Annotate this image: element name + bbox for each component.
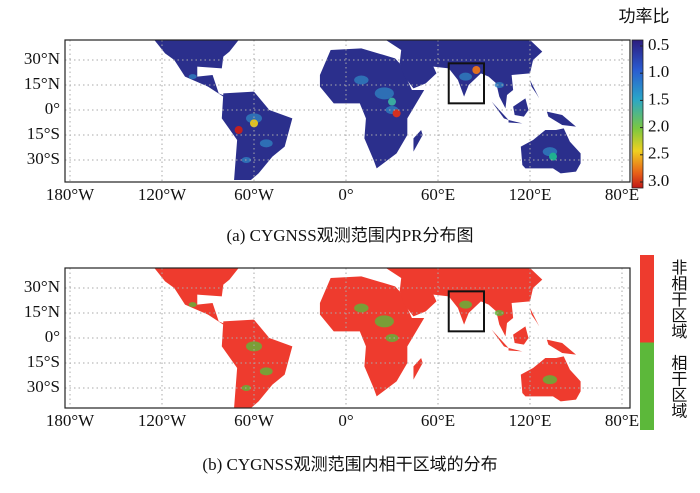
region-patch [385, 334, 399, 342]
landmass [530, 80, 540, 99]
landmass [491, 329, 509, 348]
region-patch [374, 87, 394, 100]
colorbar-title: 功率比 [619, 7, 670, 26]
y-tick-label: 0° [45, 99, 60, 118]
x-tick-label: 120°E [509, 185, 552, 204]
y-tick-label: 30°N [24, 49, 60, 68]
legend-swatch [640, 342, 654, 430]
landmass [508, 120, 523, 124]
region-patch [459, 72, 472, 81]
x-tick-label: 180°W [46, 185, 95, 204]
region-patch [259, 367, 273, 376]
y-tick-label: 30°S [27, 149, 60, 168]
landmass [221, 91, 293, 180]
y-tick-label: 0° [45, 327, 60, 346]
y-tick-label: 30°S [27, 377, 60, 396]
legend-label: 相干区域 [668, 354, 687, 418]
study-area-box [447, 62, 486, 105]
map-panel: 180°W 120°W 60°W 0° 60°E 120°E 80°E 30°N 15°N 0° 1… [24, 267, 639, 430]
y-tick-label: 30°N [24, 277, 60, 296]
x-tick-label: 80°E [605, 411, 639, 430]
colorbar-tick-label: 3.0 [648, 171, 669, 190]
x-tick-label: 60°W [234, 411, 275, 430]
x-tick-label: 60°E [421, 411, 455, 430]
y-tick-label: 15°S [27, 352, 60, 371]
map [154, 268, 581, 408]
colorbar-tick-label: 0.5 [648, 35, 669, 54]
legend-label: 非相干区域 [668, 259, 687, 339]
colorbar-tick-label: 1.0 [648, 62, 669, 81]
x-tick-label: 120°W [138, 185, 187, 204]
landmass [513, 326, 529, 345]
x-tick-label: 0° [338, 185, 353, 204]
colorbar-tick-label: 2.5 [648, 144, 669, 163]
x-tick-label: 120°W [138, 411, 187, 430]
region-patch [354, 75, 369, 85]
region-patch [246, 113, 262, 124]
y-tick-label: 15°N [24, 302, 60, 321]
region-patch [246, 341, 262, 352]
landmass [513, 98, 529, 117]
caption: (b) CYGNSS观测范围内相干区域的分布 [202, 455, 497, 474]
study-area-box [447, 290, 486, 333]
region-patch [494, 310, 505, 316]
x-tick-label: 60°W [234, 185, 275, 204]
colorbar-tick-label: 1.5 [648, 89, 669, 108]
landmass [319, 48, 425, 169]
colorbar [631, 39, 644, 189]
region-patch [188, 302, 197, 308]
landmass [491, 101, 509, 120]
y-tick-label: 15°S [27, 124, 60, 143]
x-tick-label: 0° [338, 411, 353, 430]
landmass [154, 268, 239, 325]
map-panel: 180°W 120°W 60°W 0° 60°E 120°E 80°E 30°N 15°N 0° 1… [24, 39, 639, 204]
region-patch [494, 82, 505, 88]
region-patch [549, 152, 557, 161]
landmass [154, 40, 239, 97]
region-patch [542, 375, 558, 385]
map [154, 40, 581, 180]
x-tick-label: 60°E [421, 185, 455, 204]
region-patch [188, 74, 197, 80]
region-patch [472, 66, 481, 74]
region-patch [388, 97, 396, 106]
y-tick-label: 15°N [24, 74, 60, 93]
landmass [508, 348, 523, 352]
region-patch [234, 126, 243, 134]
landmass [221, 319, 293, 408]
x-tick-label: 80°E [605, 185, 639, 204]
landmass [319, 276, 425, 397]
region-patch [354, 303, 369, 313]
region-patch [392, 109, 401, 118]
landmass [546, 339, 576, 355]
region-patch [374, 315, 394, 328]
region-patch [459, 300, 472, 309]
caption: (a) CYGNSS观测范围内PR分布图 [227, 226, 474, 245]
legend-swatch [640, 255, 654, 343]
map-frame [64, 267, 631, 409]
landmass [413, 130, 423, 152]
landmass [530, 308, 540, 327]
x-tick-label: 180°W [46, 411, 95, 430]
x-tick-label: 120°E [509, 411, 552, 430]
landmass [413, 358, 423, 380]
region-patch [259, 139, 273, 148]
landmass [546, 111, 576, 127]
map-frame [64, 39, 631, 183]
region-patch [250, 119, 258, 128]
colorbar-tick-label: 2.0 [648, 117, 669, 136]
